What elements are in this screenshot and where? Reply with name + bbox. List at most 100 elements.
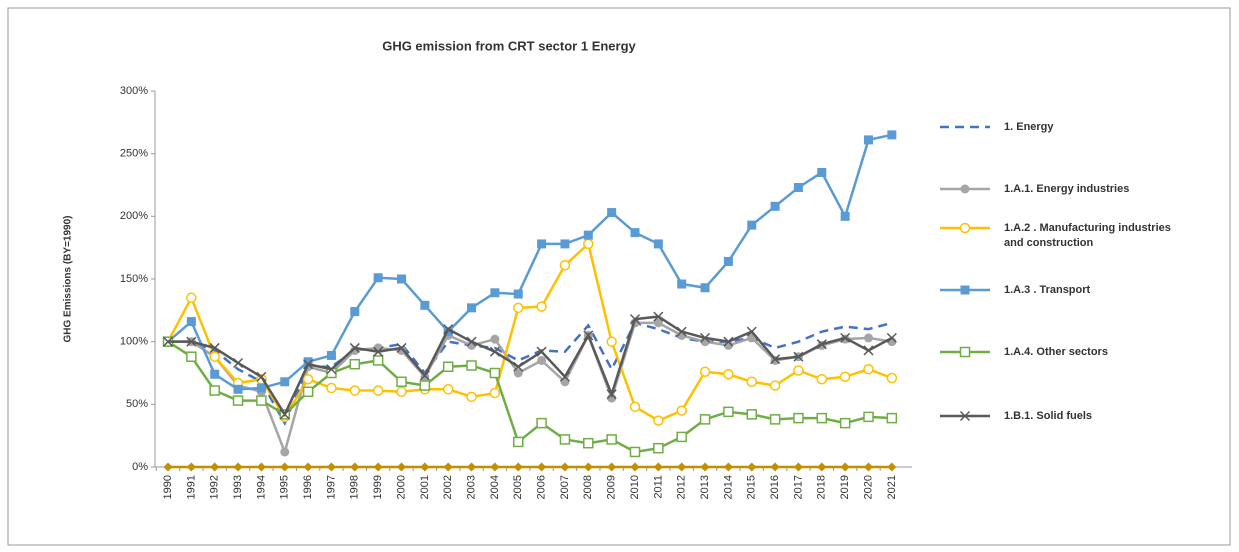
point — [513, 462, 523, 472]
legend-label: 1.A.3 . Transport — [1004, 284, 1091, 296]
point — [559, 259, 571, 271]
point — [442, 361, 454, 372]
point — [349, 385, 361, 396]
point — [863, 411, 874, 423]
point — [770, 462, 780, 472]
point — [209, 342, 220, 353]
x-tick-label: 2008 — [582, 475, 594, 499]
point — [746, 409, 757, 420]
point — [397, 462, 406, 472]
legend-marker — [960, 285, 970, 295]
point — [162, 336, 174, 347]
legend-label: 1.A.1. Energy industries — [1004, 183, 1130, 195]
x-tick-label: 1991 — [185, 475, 197, 499]
point — [887, 130, 897, 140]
x-tick-label: 1993 — [232, 475, 244, 499]
point — [653, 415, 664, 426]
point — [466, 360, 477, 371]
x-tick-label: 1998 — [349, 475, 361, 499]
point — [513, 368, 523, 378]
point — [699, 366, 711, 377]
point — [700, 332, 711, 343]
point — [373, 273, 383, 283]
point — [630, 228, 640, 238]
legend-label: 1.A.2 . Manufacturing industries and con… — [1004, 222, 1171, 249]
point — [396, 342, 407, 353]
point — [256, 371, 267, 382]
point — [186, 292, 197, 304]
point — [280, 447, 290, 457]
point — [256, 395, 267, 406]
point — [490, 334, 500, 344]
point — [793, 365, 804, 376]
y-tick-label: 250% — [120, 148, 148, 160]
point — [606, 389, 617, 400]
x-tick-label: 2017 — [792, 475, 804, 499]
point — [677, 462, 687, 472]
point — [466, 391, 477, 403]
point — [163, 462, 173, 472]
point — [303, 462, 313, 472]
y-tick-label: 100% — [120, 336, 148, 348]
point — [630, 462, 640, 472]
point — [513, 361, 524, 372]
x-tick-label: 2005 — [512, 475, 524, 499]
point — [887, 462, 897, 472]
point — [349, 358, 361, 370]
point — [302, 386, 314, 398]
point — [864, 462, 873, 472]
point — [629, 446, 641, 458]
point — [303, 359, 314, 370]
x-tick-label: 1994 — [255, 475, 267, 499]
point — [559, 371, 570, 382]
legend-marker — [959, 410, 971, 422]
point — [326, 382, 337, 394]
point — [560, 462, 570, 472]
point — [560, 377, 570, 387]
point — [676, 431, 687, 443]
point — [209, 385, 220, 396]
point — [864, 135, 873, 145]
point — [817, 462, 827, 472]
x-tick-label: 2016 — [769, 475, 781, 499]
point — [653, 311, 664, 322]
point — [233, 462, 243, 472]
x-tick-label: 2003 — [465, 475, 477, 499]
point — [489, 367, 501, 379]
point — [653, 442, 664, 454]
point — [326, 350, 336, 360]
point — [606, 434, 617, 445]
point — [420, 300, 430, 310]
point — [769, 380, 781, 391]
series-line — [168, 321, 893, 456]
point — [397, 274, 406, 284]
point — [583, 462, 593, 472]
x-tick-label: 2019 — [839, 475, 851, 499]
point — [232, 395, 244, 406]
point — [723, 406, 734, 418]
point — [559, 434, 571, 445]
point — [210, 369, 220, 379]
point — [326, 364, 337, 375]
point — [536, 346, 547, 357]
point — [489, 387, 501, 399]
x-tick-label: 2007 — [559, 475, 571, 499]
point — [583, 330, 594, 341]
point — [489, 346, 500, 357]
x-tick-label: 1999 — [372, 475, 384, 499]
x-tick-label: 2006 — [536, 475, 548, 499]
point — [350, 462, 360, 472]
point — [256, 383, 266, 393]
point — [677, 279, 687, 289]
point — [373, 462, 383, 472]
x-tick-label: 2012 — [676, 475, 688, 499]
point — [302, 374, 314, 385]
point — [583, 437, 594, 449]
point — [396, 386, 407, 398]
x-tick-label: 1997 — [325, 475, 337, 499]
y-tick-label: 50% — [126, 398, 148, 410]
point — [233, 384, 243, 394]
point — [279, 409, 290, 420]
